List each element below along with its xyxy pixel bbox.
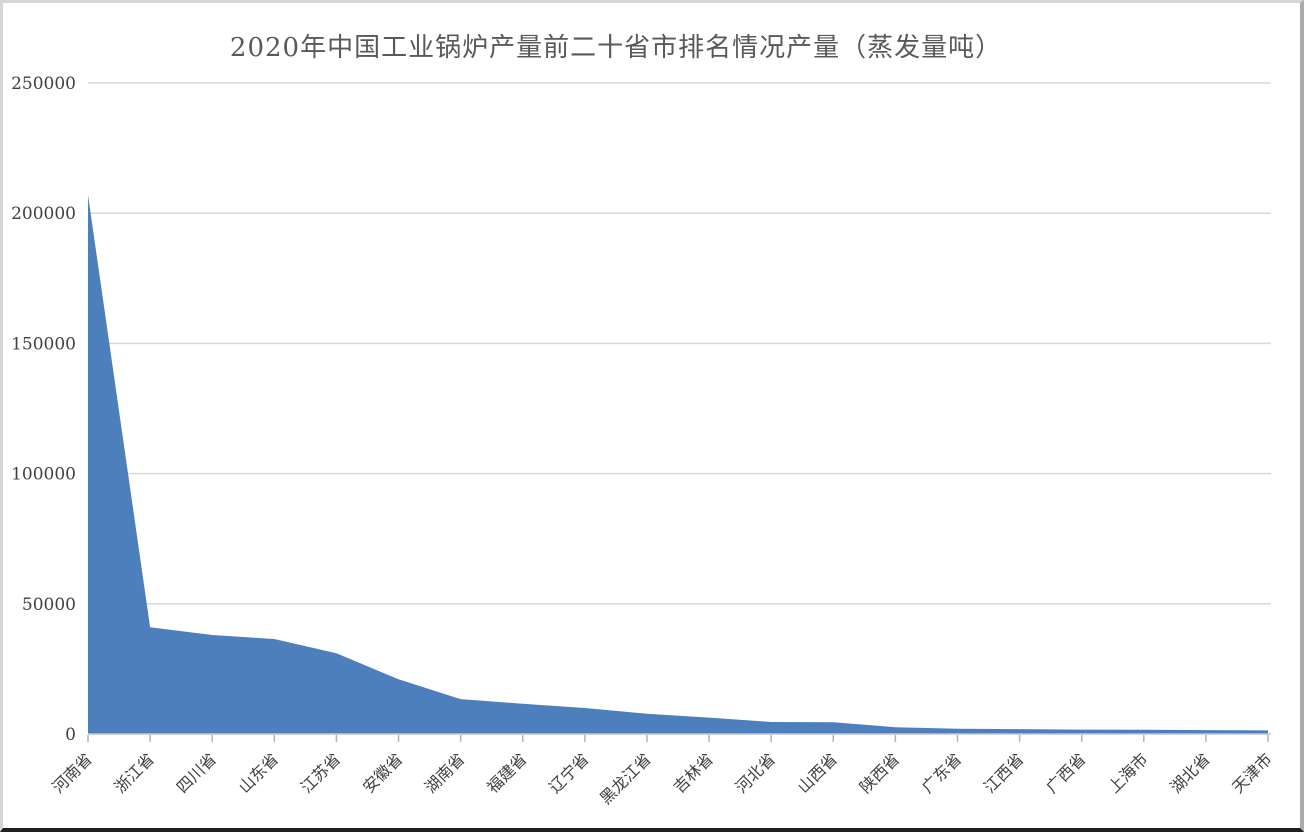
x-axis-tick-label: 辽宁省 [545,749,592,796]
x-axis-tick-label: 天津市 [1228,749,1275,796]
x-axis-tick-label: 湖北省 [1166,749,1213,796]
x-axis-tick-label: 江苏省 [297,749,344,796]
x-axis-tick-label: 浙江省 [111,749,158,796]
x-axis-tick-label: 上海市 [1104,749,1151,796]
y-axis-tick-label: 150000 [11,334,76,354]
x-axis-tick-label: 陕西省 [856,749,903,796]
x-axis-tick-label: 河北省 [732,749,779,796]
y-axis-tick-label: 0 [65,725,76,745]
x-axis-tick-label: 河南省 [48,749,95,796]
x-axis-tick-label: 广西省 [1042,749,1089,796]
chart-title: 2020年中国工业锅炉产量前二十省市排名情况产量（蒸发量吨） [229,33,1003,63]
y-axis-tick-label: 100000 [11,465,76,485]
x-axis-tick-label: 黑龙江省 [596,749,655,808]
x-axis-tick-label: 安徽省 [359,749,406,796]
x-axis-tick-label: 湖南省 [421,749,468,796]
x-axis-tick-label: 四川省 [173,749,220,796]
y-axis-tick-label: 250000 [11,74,76,94]
x-axis-tick-label: 山西省 [794,749,841,796]
y-axis-tick-label: 50000 [22,595,76,615]
x-axis-tick-label: 广东省 [918,749,965,796]
x-axis-tick-label: 江西省 [980,749,1027,796]
x-axis-tick-label: 山东省 [235,749,282,796]
y-axis-tick-label: 200000 [11,204,76,224]
x-axis-tick-label: 福建省 [483,749,530,796]
area-series [88,195,1268,734]
x-axis-tick-label: 吉林省 [669,749,716,796]
area-chart-svg: 050000100000150000200000250000河南省 浙江省 四川省山… [11,74,1276,808]
